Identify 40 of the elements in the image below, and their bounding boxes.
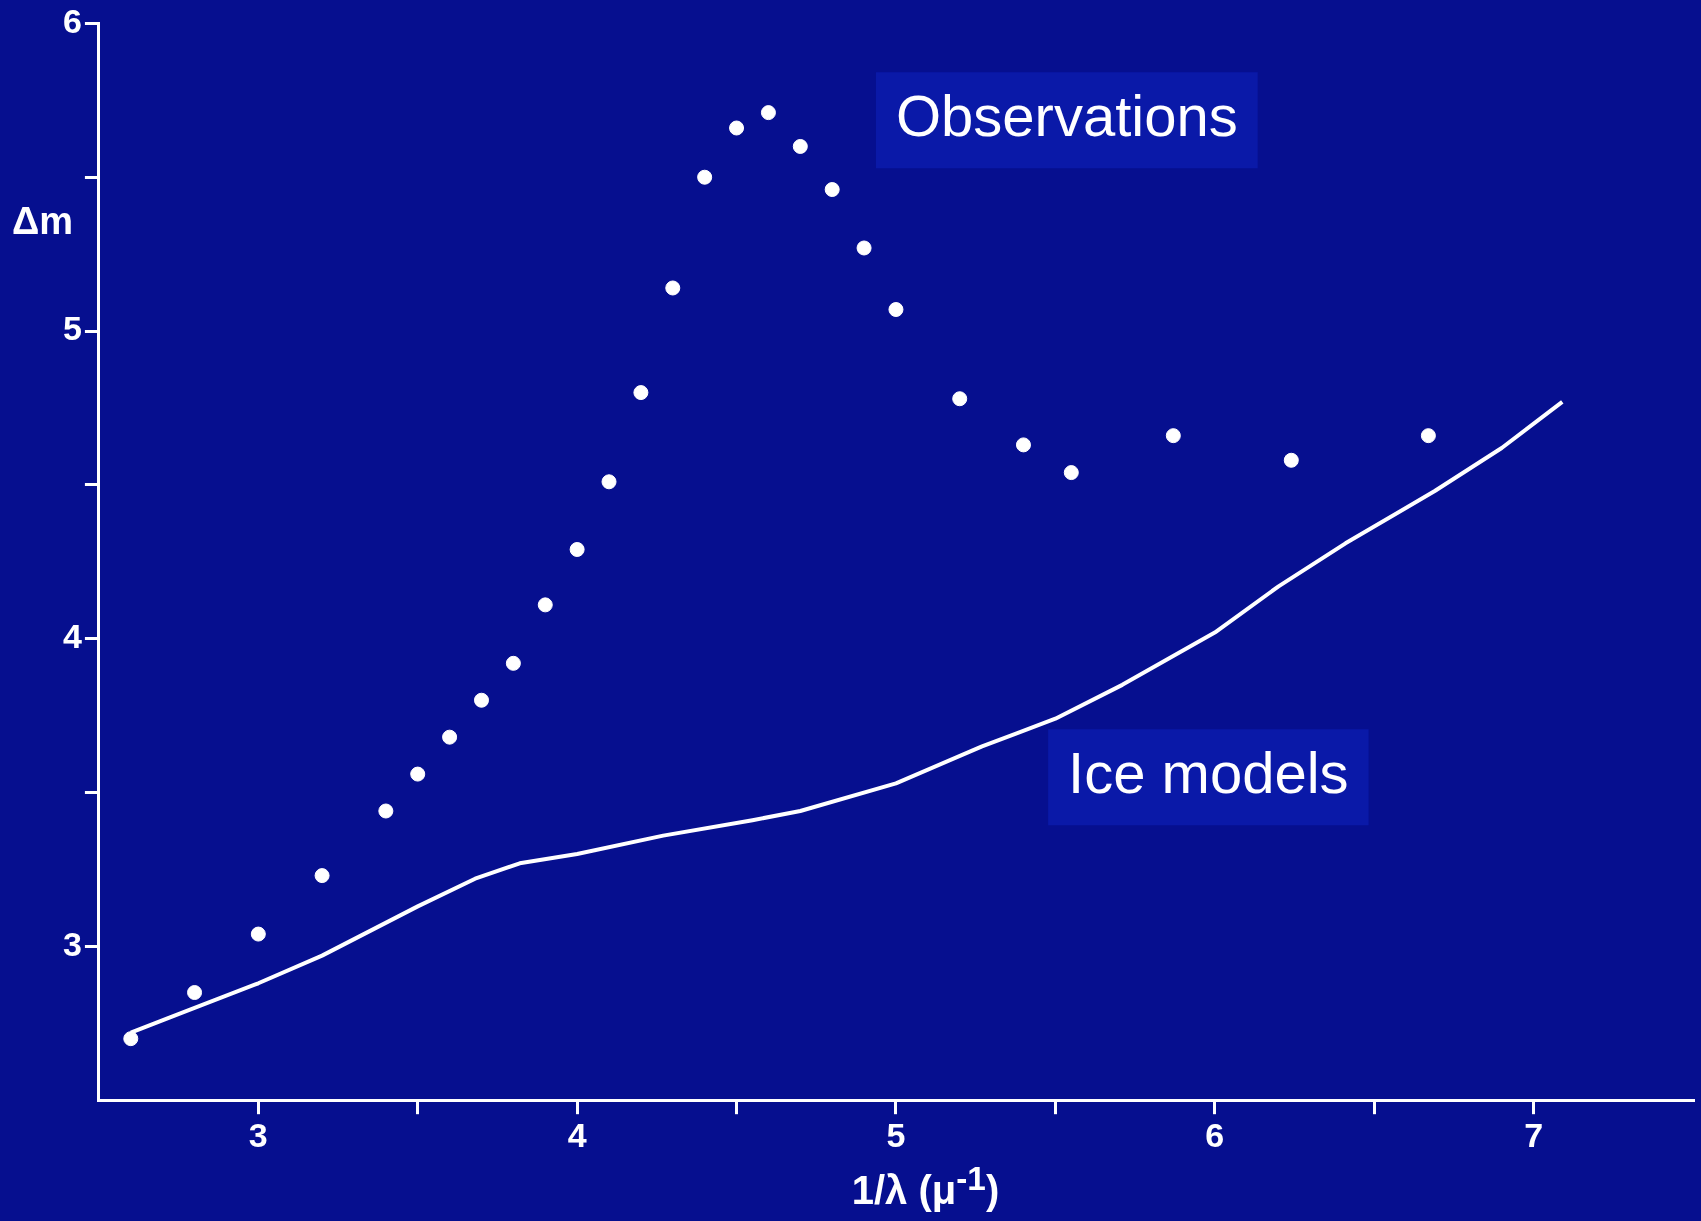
point xyxy=(314,868,330,884)
y-tick-label: 3 xyxy=(62,924,82,963)
y-axis-title: Δm xyxy=(12,200,74,243)
point xyxy=(824,182,840,198)
y-tick-label: 5 xyxy=(62,309,82,348)
point xyxy=(856,240,872,256)
x-axis-title: 1/λ (μ$^{-1}$) xyxy=(850,1160,1001,1214)
point xyxy=(410,766,426,782)
point xyxy=(1015,437,1031,453)
point xyxy=(378,803,394,819)
point xyxy=(697,169,713,185)
point xyxy=(1420,428,1436,444)
point xyxy=(505,655,521,671)
y-tick-label: 4 xyxy=(62,617,82,656)
point xyxy=(1283,452,1299,468)
x-tick-label: 3 xyxy=(248,1115,268,1154)
x-tick-label: 6 xyxy=(1205,1115,1225,1154)
point xyxy=(473,692,489,708)
point xyxy=(760,105,776,121)
x-tick-label: 7 xyxy=(1524,1115,1544,1154)
series-label: Ice models xyxy=(1068,740,1349,806)
point xyxy=(792,138,808,154)
point xyxy=(123,1031,139,1047)
point xyxy=(187,985,203,1001)
point xyxy=(729,120,745,136)
point xyxy=(601,474,617,490)
point xyxy=(633,385,649,401)
point xyxy=(537,597,553,613)
point xyxy=(665,280,681,296)
x-tick-label: 5 xyxy=(886,1115,906,1154)
point xyxy=(250,926,266,942)
point xyxy=(952,391,968,407)
series-label: Observations xyxy=(895,83,1238,149)
point xyxy=(569,541,585,557)
point xyxy=(1063,465,1079,481)
point xyxy=(442,729,458,745)
point xyxy=(888,302,904,318)
y-tick-label: 6 xyxy=(62,1,82,40)
x-tick-label: 4 xyxy=(567,1115,587,1154)
point xyxy=(1165,428,1181,444)
